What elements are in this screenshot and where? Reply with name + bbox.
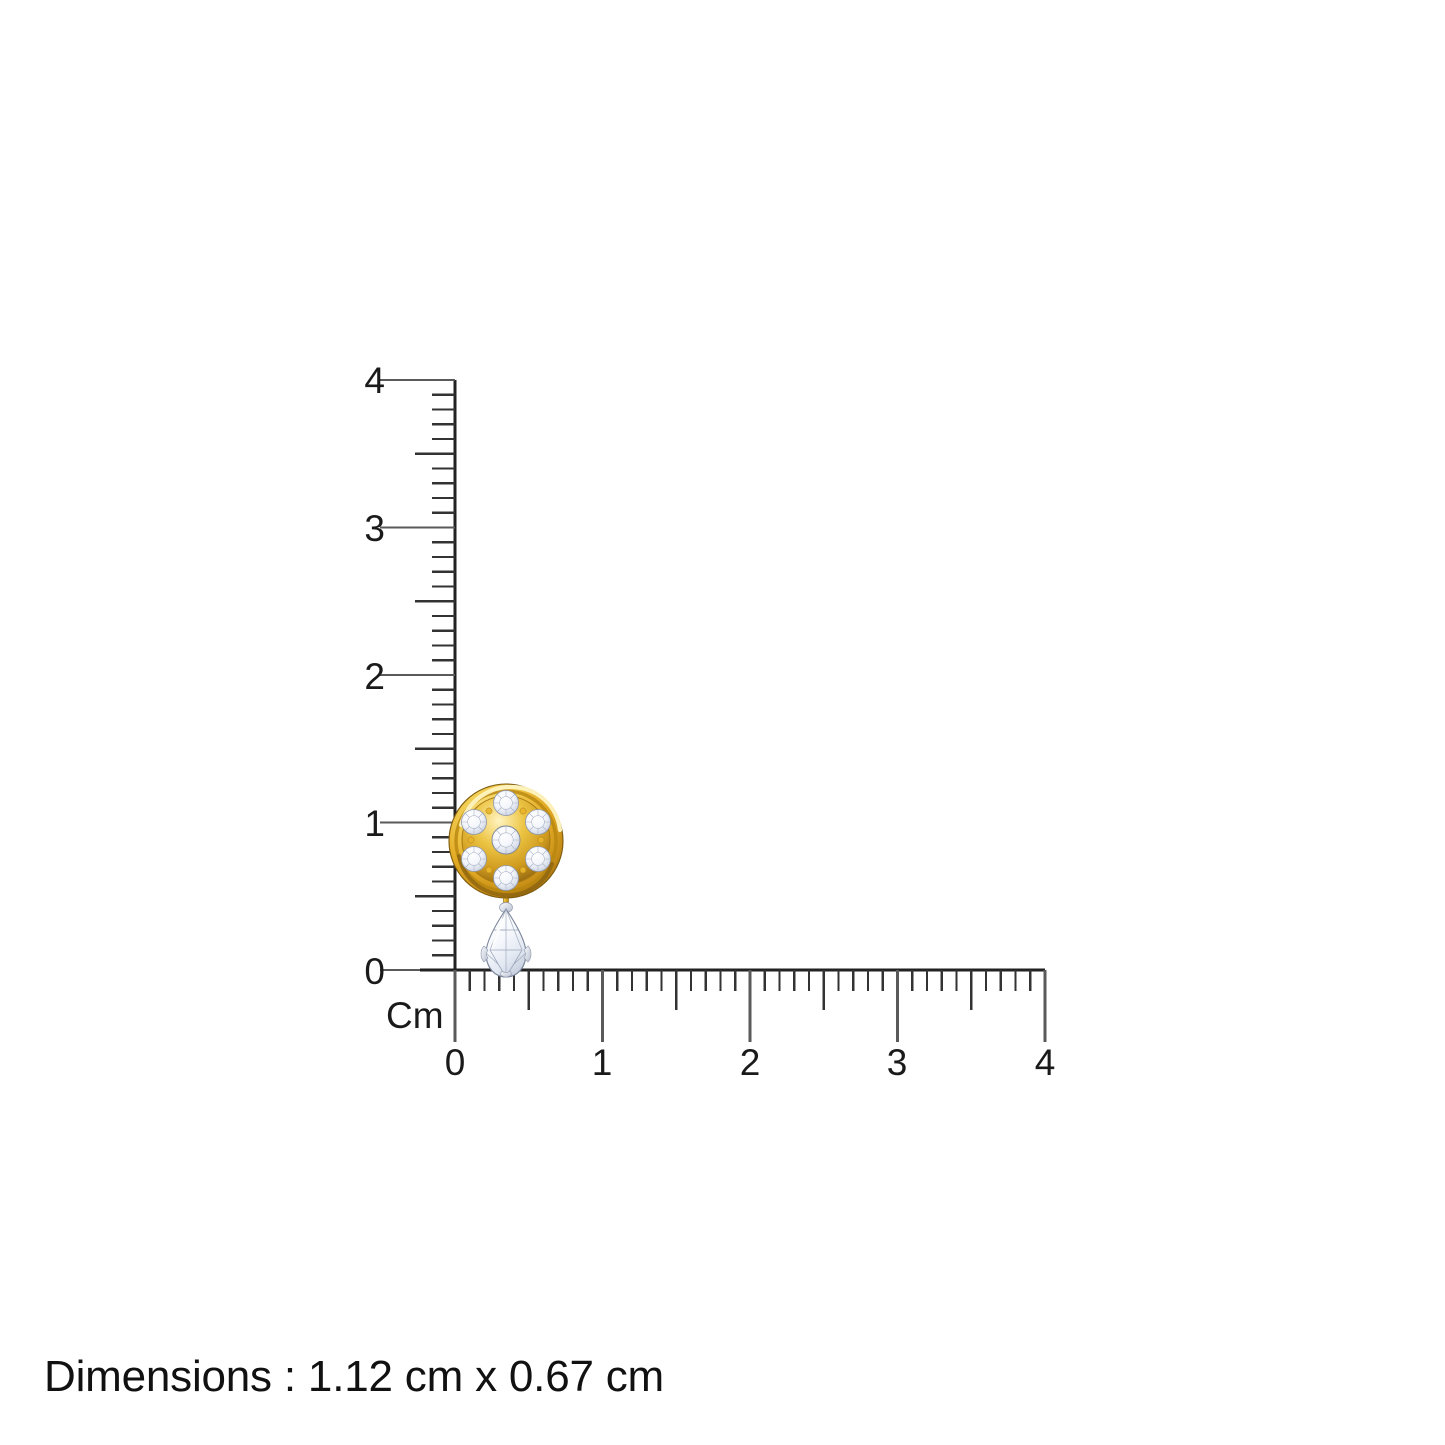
gold-circular-setting [448,783,564,899]
vertical-tick-label-0: 0 [364,951,385,992]
horizontal-tick-label-4: 4 [1034,1042,1056,1083]
vertical-tick-label-2: 2 [364,656,385,697]
horizontal-ruler-group [420,968,1047,1042]
vertical-tick-label-3: 3 [364,508,385,549]
cluster-prongs [467,807,545,874]
product-image-diamond-drop-earring [446,778,581,983]
vertical-tick-label-4: 4 [364,360,385,401]
vertical-ruler-group [380,378,457,1030]
pear-diamond-drop [480,893,532,978]
horizontal-tick-label-0: 0 [444,1042,466,1083]
horizontal-tick-label-3: 3 [886,1042,908,1083]
unit-label-cm: Cm [386,995,444,1036]
horizontal-tick-label-1: 1 [591,1042,613,1083]
diamond-cluster [461,790,551,891]
dimensions-caption: Dimensions : 1.12 cm x 0.67 cm [44,1352,665,1401]
vertical-tick-label-1: 1 [364,803,385,844]
horizontal-tick-label-2: 2 [739,1042,761,1083]
